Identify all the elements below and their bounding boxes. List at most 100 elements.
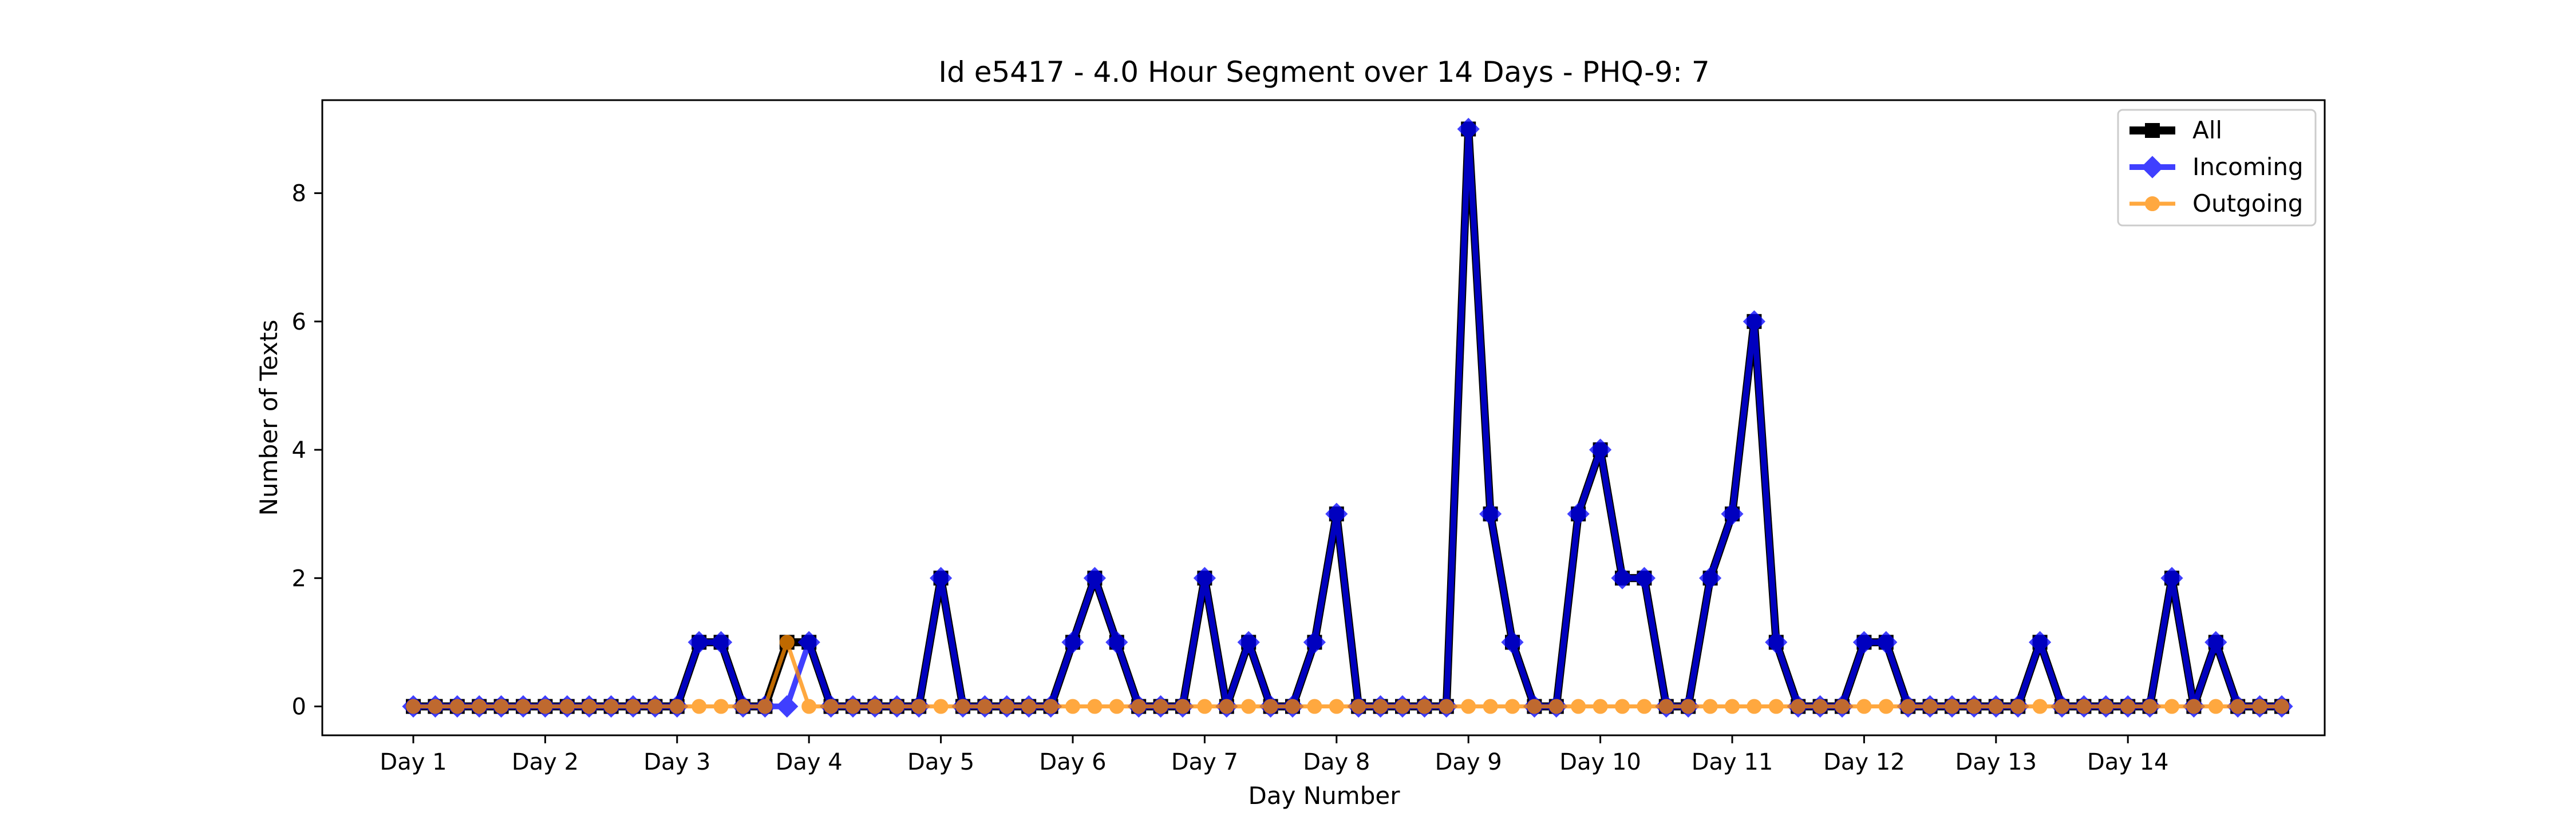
- data-point: [1901, 699, 1916, 714]
- data-point: [1812, 699, 1828, 714]
- data-point: [669, 699, 685, 714]
- data-point: [2028, 631, 2052, 654]
- axes-frame: [321, 99, 2326, 736]
- data-point: [1083, 566, 1107, 589]
- data-point: [1351, 699, 1366, 714]
- data-point: [582, 699, 597, 714]
- data-point: [2164, 699, 2179, 714]
- data-point: [1505, 699, 1520, 714]
- data-point: [1611, 566, 1634, 589]
- data-point: [449, 699, 465, 714]
- data-point: [2160, 566, 2183, 589]
- x-tick-label: Day 8: [1303, 749, 1370, 775]
- data-point: [1527, 699, 1542, 714]
- data-point: [2274, 699, 2289, 714]
- data-point: [1856, 699, 1872, 714]
- data-point: [1768, 699, 1784, 714]
- data-point: [1765, 631, 1788, 654]
- data-point: [1373, 699, 1388, 714]
- data-point: [1241, 699, 1257, 714]
- x-tick-label: Day 13: [1955, 749, 2037, 775]
- y-axis-label: Number of Texts: [255, 320, 283, 516]
- data-point: [1131, 699, 1147, 714]
- data-point: [1479, 502, 1502, 525]
- data-point: [1615, 699, 1630, 714]
- data-point: [1219, 699, 1234, 714]
- data-point: [1571, 699, 1586, 714]
- data-point: [1193, 566, 1216, 589]
- legend-swatch-marker: [2145, 196, 2160, 211]
- data-point: [516, 699, 531, 714]
- data-point: [933, 699, 949, 714]
- data-point: [977, 699, 993, 714]
- data-point: [713, 699, 729, 714]
- data-point: [1681, 699, 1696, 714]
- data-point: [846, 699, 860, 714]
- data-point: [1988, 699, 2004, 714]
- data-point: [1439, 699, 1454, 714]
- data-point: [1835, 699, 1850, 714]
- data-point: [603, 699, 619, 714]
- series-line-incoming: [413, 126, 2282, 710]
- data-point: [1303, 631, 1326, 654]
- x-tick-label: Day 4: [776, 749, 843, 775]
- data-point: [709, 631, 733, 654]
- y-tick-label: 6: [292, 309, 306, 335]
- data-point: [1589, 438, 1612, 461]
- data-point: [1966, 699, 1982, 714]
- data-point: [2208, 699, 2223, 714]
- y-tick-label: 2: [292, 565, 306, 592]
- data-point: [626, 699, 641, 714]
- data-point: [1698, 566, 1722, 589]
- data-point: [1633, 566, 1656, 589]
- legend: All Incoming Outgoing: [2117, 109, 2317, 227]
- data-point: [2098, 699, 2113, 714]
- data-point: [1658, 699, 1674, 714]
- data-point: [1105, 631, 1128, 654]
- data-point: [472, 699, 487, 714]
- x-tick-label: Day 3: [643, 749, 710, 775]
- data-point: [2032, 699, 2048, 714]
- data-point: [1567, 502, 1590, 525]
- data-point: [1483, 699, 1498, 714]
- x-tick-label: Day 1: [380, 749, 447, 775]
- data-point: [688, 631, 710, 654]
- data-point: [1593, 699, 1608, 714]
- data-point: [797, 631, 820, 654]
- x-axis: Day 1 Day 2 Day 3 Day 4 Day 5 Day 6 Day 7 Day 8…: [380, 735, 2169, 775]
- data-point: [1197, 699, 1212, 714]
- data-point: [736, 699, 750, 714]
- data-point: [1307, 699, 1322, 714]
- data-point: [1702, 699, 1718, 714]
- x-tick-label: Day 9: [1435, 749, 1502, 775]
- legend-item-all: [2129, 123, 2175, 138]
- x-tick-label: Day 7: [1171, 749, 1238, 775]
- data-point: [2142, 699, 2158, 714]
- data-point: [1109, 699, 1124, 714]
- data-point: [2010, 699, 2026, 714]
- data-point: [779, 635, 795, 650]
- data-point: [692, 699, 707, 714]
- data-point: [1945, 699, 1959, 714]
- data-point: [1878, 699, 1894, 714]
- legend-item-incoming: [2129, 156, 2175, 179]
- data-point: [1548, 699, 1564, 714]
- x-tick-label: Day 5: [907, 749, 974, 775]
- data-point: [1791, 699, 1806, 714]
- data-point: [1922, 699, 1938, 714]
- data-point: [406, 699, 421, 714]
- data-point: [2186, 699, 2202, 714]
- data-point: [559, 699, 575, 714]
- data-point: [1501, 631, 1524, 654]
- legend-label: Incoming: [2192, 153, 2304, 181]
- data-point: [647, 699, 663, 714]
- y-tick-label: 0: [292, 694, 306, 720]
- data-point: [1153, 699, 1168, 714]
- y-axis: 0 2 4 6 8: [292, 181, 322, 720]
- data-point: [1175, 699, 1190, 714]
- data-point: [2076, 699, 2092, 714]
- data-point: [889, 699, 904, 714]
- legend-item-outgoing: [2129, 196, 2175, 211]
- data-point: [1061, 631, 1084, 654]
